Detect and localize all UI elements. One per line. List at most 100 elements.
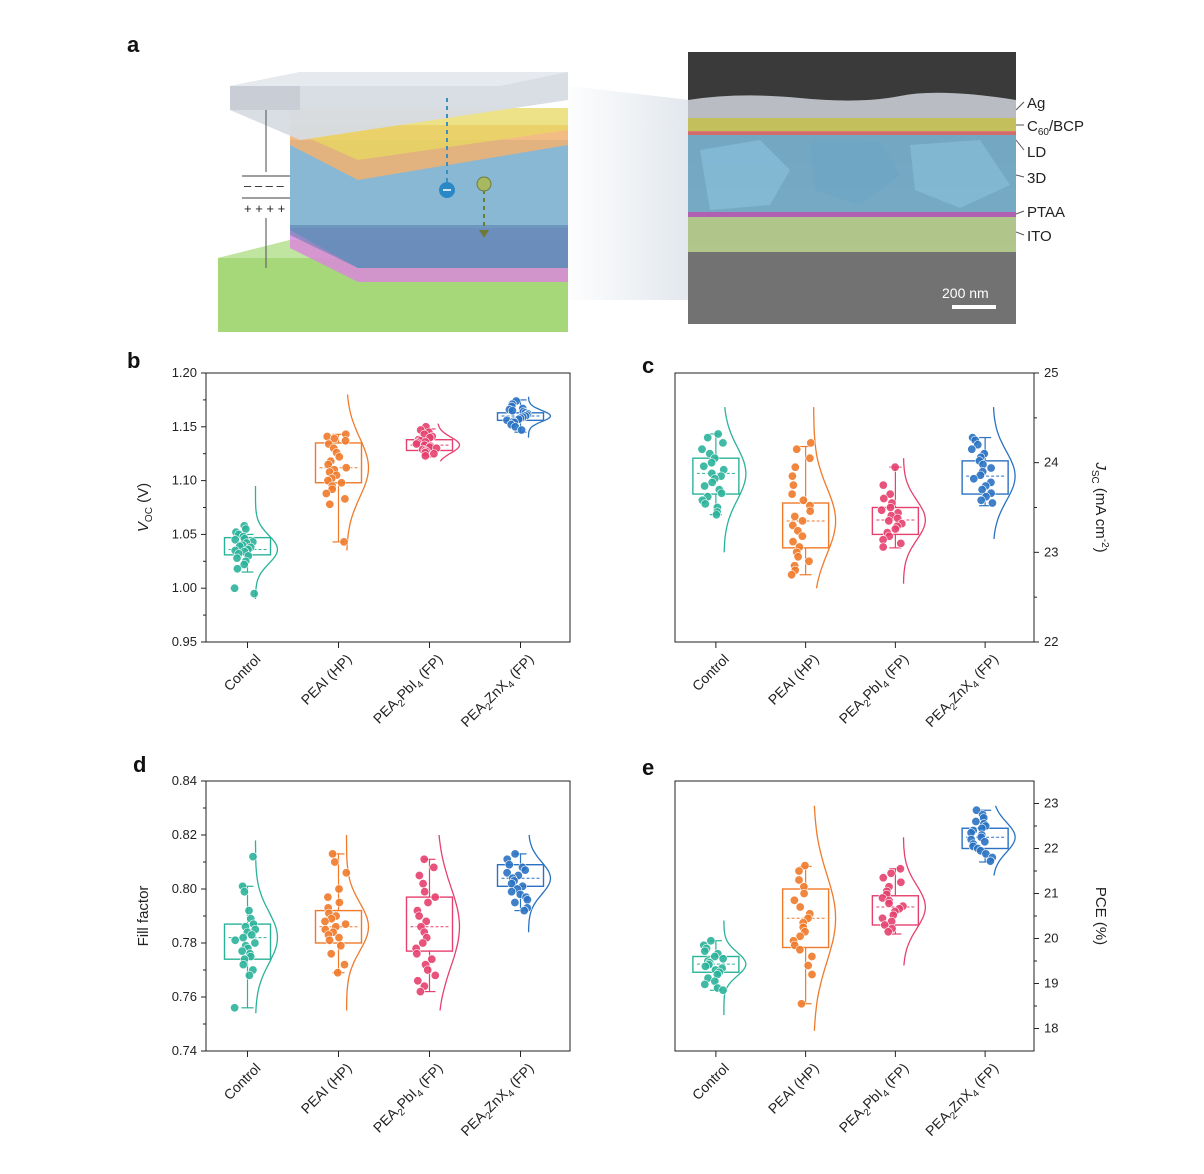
- data-point: [429, 862, 439, 872]
- data-point: [986, 463, 996, 473]
- data-point: [718, 438, 728, 448]
- layer-label-ito: ITO: [1027, 228, 1052, 245]
- data-point: [886, 868, 896, 878]
- data-point: [423, 965, 433, 975]
- data-point: [879, 493, 889, 503]
- capacitor-positive: + + + +: [244, 201, 285, 216]
- sem-cross-section-image: 200 nm: [688, 52, 1016, 324]
- data-point: [334, 933, 344, 943]
- x-category-label: PEA2PbI4 (FP): [836, 1060, 915, 1139]
- x-category-label: PEA2ZnX4 (FP): [457, 651, 539, 733]
- data-point: [971, 816, 981, 826]
- layer-label-ptaa: PTAA: [1027, 204, 1065, 221]
- panel-a-device-schematic: a: [127, 32, 1084, 332]
- data-point: [718, 985, 728, 995]
- series-2: [871, 458, 927, 584]
- x-category-label: PEA2PbI4 (FP): [836, 651, 915, 730]
- data-point: [334, 897, 344, 907]
- data-point: [329, 434, 339, 444]
- data-point: [985, 856, 995, 866]
- data-point: [238, 933, 248, 943]
- y-axis-label: JSC (mA cm-2): [1089, 461, 1110, 552]
- data-point: [336, 478, 346, 488]
- data-point: [799, 888, 809, 898]
- data-point: [967, 444, 977, 454]
- y-tick-label: 0.74: [172, 1043, 197, 1058]
- y-tick-label: 18: [1044, 1021, 1058, 1036]
- data-point: [805, 453, 815, 463]
- y-tick-label: 23: [1044, 544, 1058, 559]
- y-tick-label: 1.20: [172, 365, 197, 380]
- panel-letter-d: d: [133, 752, 146, 777]
- data-point: [413, 976, 423, 986]
- series-0: [223, 486, 279, 600]
- distribution-curve: [527, 834, 552, 933]
- series-1: [781, 805, 837, 1031]
- x-category-label: Control: [689, 1060, 732, 1103]
- data-point: [795, 931, 805, 941]
- projection-beam: [560, 85, 690, 300]
- series-1: [781, 407, 837, 589]
- data-point: [896, 877, 906, 887]
- distribution-curve: [346, 394, 370, 551]
- data-point: [244, 906, 254, 916]
- panel-letter-a: a: [127, 32, 140, 57]
- panel-b-chart: b 0.95 1.00 1.05 1.10 1.15 1.20 VOC (V) Control P…: [127, 348, 571, 733]
- layer-label-3d: 3D: [1027, 170, 1046, 187]
- distribution-curve: [254, 486, 279, 600]
- distribution-curve: [723, 920, 747, 1015]
- data-point: [430, 892, 440, 902]
- x-category-label: PEAI (HP): [298, 1060, 355, 1117]
- data-point: [249, 589, 259, 599]
- distribution-curve: [992, 407, 1016, 539]
- data-point: [241, 524, 251, 534]
- data-point: [884, 898, 894, 908]
- data-point: [341, 868, 351, 878]
- data-point: [700, 979, 710, 989]
- data-point: [420, 451, 430, 461]
- y-axis-label: PCE (%): [1092, 887, 1109, 945]
- data-point: [326, 949, 336, 959]
- series-2: [405, 834, 461, 1011]
- data-point: [340, 436, 350, 446]
- x-category-label: PEAI (HP): [765, 651, 822, 708]
- data-point: [885, 502, 895, 512]
- series-2: [405, 422, 461, 462]
- distribution-curve: [902, 837, 927, 966]
- data-point: [789, 895, 799, 905]
- data-point: [885, 489, 895, 499]
- data-point: [507, 887, 517, 897]
- distribution-curve: [345, 835, 370, 1011]
- data-point: [787, 471, 797, 481]
- data-point: [890, 462, 900, 472]
- x-category-label: Control: [220, 1060, 263, 1103]
- data-point: [700, 481, 710, 491]
- y-tick-label: 19: [1044, 976, 1058, 991]
- data-point: [703, 433, 713, 443]
- data-point: [334, 452, 344, 462]
- data-point: [230, 535, 240, 545]
- data-point: [807, 951, 817, 961]
- carrier-paths: [439, 98, 492, 238]
- distribution-curve: [254, 840, 279, 1014]
- data-point: [419, 854, 429, 864]
- data-point: [883, 927, 893, 937]
- data-point: [247, 930, 257, 940]
- data-point: [415, 987, 425, 997]
- data-point: [787, 570, 797, 580]
- data-point: [250, 938, 260, 948]
- ag-electrode: [230, 72, 568, 140]
- data-point: [341, 463, 351, 473]
- data-point: [878, 873, 888, 883]
- layer-labels: [1015, 101, 1025, 236]
- capacitor-circuit: [242, 110, 290, 268]
- y-tick-label: 0.82: [172, 827, 197, 842]
- scale-bar-label: 200 nm: [942, 285, 989, 301]
- data-point: [320, 916, 330, 926]
- data-point: [976, 495, 986, 505]
- data-point: [700, 961, 710, 971]
- y-tick-label: 23: [1044, 796, 1058, 811]
- y-tick-label: 20: [1044, 931, 1058, 946]
- data-point: [895, 864, 905, 874]
